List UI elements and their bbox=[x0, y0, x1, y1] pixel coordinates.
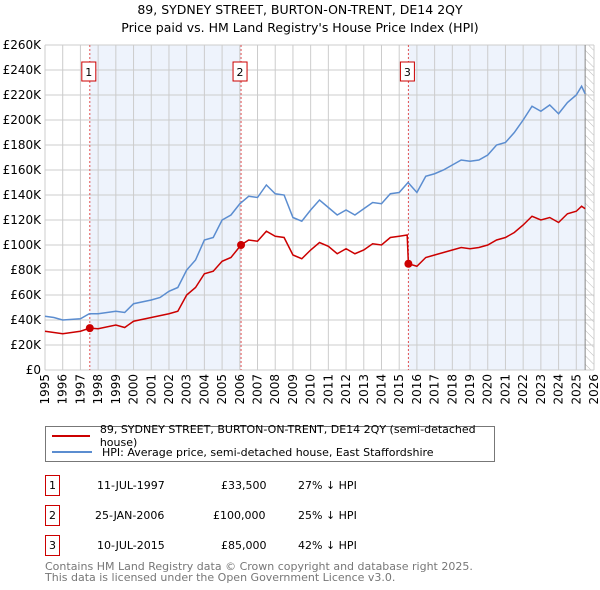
shaded-period bbox=[89, 45, 242, 370]
x-tick-label: 2019 bbox=[463, 374, 477, 405]
sale-hpi-diff: 42% ↓ HPI bbox=[298, 539, 357, 552]
x-tick-label: 1995 bbox=[38, 374, 52, 405]
sale-price: £85,000 bbox=[221, 539, 267, 552]
sale-marker: 3 bbox=[45, 535, 60, 556]
sale-marker: 1 bbox=[45, 475, 60, 496]
x-tick-label: 2020 bbox=[481, 374, 495, 405]
x-tick-label: 1997 bbox=[73, 374, 87, 405]
y-tick-label: £260K bbox=[3, 38, 43, 52]
legend-item-property: 89, SYDNEY STREET, BURTON-ON-TRENT, DE14… bbox=[52, 423, 494, 449]
table-row: 3 10-JUL-2015 £85,000 42% ↓ HPI bbox=[45, 535, 505, 557]
y-tick-label: £160K bbox=[3, 163, 43, 177]
y-tick-label: £80K bbox=[10, 263, 42, 277]
footer-licence: This data is licensed under the Open Gov… bbox=[45, 571, 396, 584]
x-tick-label: 2006 bbox=[233, 374, 247, 405]
x-tick-label: 2012 bbox=[339, 374, 353, 405]
y-tick-label: £120K bbox=[3, 213, 43, 227]
legend-label: 89, SYDNEY STREET, BURTON-ON-TRENT, DE14… bbox=[99, 423, 476, 449]
footer-copyright: Contains HM Land Registry data © Crown c… bbox=[45, 560, 473, 573]
sale-hpi-diff: 25% ↓ HPI bbox=[298, 509, 357, 522]
chart-svg: 1995 1996 1997 1998 1999 2000 2001 2002 2003 2004… bbox=[3, 38, 600, 405]
x-tick-label: 2000 bbox=[127, 374, 141, 405]
sale-label: 1 bbox=[85, 66, 92, 79]
x-tick-label: 2002 bbox=[162, 374, 176, 405]
table-row: 2 25-JAN-2006 £100,000 25% ↓ HPI bbox=[45, 505, 505, 527]
x-tick-label: 2009 bbox=[286, 374, 300, 405]
x-tick-label: 2015 bbox=[392, 374, 406, 405]
x-tick-label: 2023 bbox=[534, 374, 548, 405]
chart-subtitle: Price paid vs. HM Land Registry's House … bbox=[121, 20, 479, 35]
y-tick-label: £20K bbox=[10, 338, 42, 352]
x-tick-label: 2026 bbox=[587, 374, 600, 405]
x-tick-label: 2010 bbox=[304, 374, 318, 405]
y-tick-label: £60K bbox=[10, 288, 42, 302]
x-tick-label: 2008 bbox=[268, 374, 282, 405]
sale-label-box bbox=[81, 61, 97, 82]
y-tick-label: £180K bbox=[3, 138, 43, 152]
x-tick-label: 2007 bbox=[251, 374, 265, 405]
legend: 89, SYDNEY STREET, BURTON-ON-TRENT, DE14… bbox=[45, 423, 495, 462]
y-tick-label: £100K bbox=[3, 238, 43, 252]
sale-label-box bbox=[399, 61, 415, 82]
x-tick-label: 2025 bbox=[569, 374, 583, 405]
legend-line-red bbox=[52, 435, 90, 437]
legend-item-hpi: HPI: Average price, semi-detached house,… bbox=[52, 444, 434, 460]
x-tick-label: 2021 bbox=[498, 374, 512, 405]
sale-label: 3 bbox=[404, 66, 411, 79]
table-row: 1 11-JUL-1997 £33,500 27% ↓ HPI bbox=[45, 475, 505, 497]
x-tick-label: 2016 bbox=[410, 374, 424, 405]
y-tick-label: £0 bbox=[26, 363, 41, 377]
sale-marker: 2 bbox=[45, 505, 60, 526]
x-tick-label: 1998 bbox=[91, 374, 105, 405]
sale-point bbox=[237, 241, 246, 249]
sale-point bbox=[85, 324, 94, 333]
sale-price: £33,500 bbox=[221, 479, 267, 492]
hpi-line bbox=[44, 84, 586, 321]
sale-date: 10-JUL-2015 bbox=[97, 539, 165, 552]
shaded-period bbox=[408, 45, 586, 370]
x-tick-label: 1996 bbox=[56, 374, 70, 405]
sale-date: 11-JUL-1997 bbox=[97, 479, 165, 492]
y-tick-label: £200K bbox=[3, 113, 43, 127]
x-tick-label: 2011 bbox=[321, 374, 335, 405]
sale-date: 25-JAN-2006 bbox=[95, 509, 165, 522]
legend-line-blue bbox=[52, 451, 92, 453]
sale-label-box bbox=[232, 61, 248, 82]
x-tick-label: 2003 bbox=[180, 374, 194, 405]
sale-label: 2 bbox=[237, 66, 244, 79]
x-tick-label: 1999 bbox=[109, 374, 123, 405]
x-tick-label: 2017 bbox=[428, 374, 442, 405]
x-tick-label: 2004 bbox=[197, 374, 211, 405]
forecast-hatch bbox=[585, 45, 594, 370]
x-tick-label: 2005 bbox=[215, 374, 229, 405]
y-tick-label: £240K bbox=[3, 63, 43, 77]
x-tick-label: 2013 bbox=[357, 374, 371, 405]
sale-price: £100,000 bbox=[213, 509, 266, 522]
sale-point bbox=[404, 259, 413, 268]
y-tick-label: £220K bbox=[3, 88, 43, 102]
sale-hpi-diff: 27% ↓ HPI bbox=[298, 479, 357, 492]
price-paid-line bbox=[44, 205, 586, 335]
x-tick-label: 2014 bbox=[374, 374, 388, 405]
x-tick-label: 2001 bbox=[144, 374, 158, 405]
x-tick-label: 2024 bbox=[552, 374, 566, 405]
chart-title: 89, SYDNEY STREET, BURTON-ON-TRENT, DE14… bbox=[137, 2, 463, 17]
x-tick-label: 2018 bbox=[445, 374, 459, 405]
y-tick-label: £40K bbox=[10, 313, 42, 327]
x-tick-label: 2022 bbox=[516, 374, 530, 405]
y-tick-label: £140K bbox=[3, 188, 43, 202]
legend-label: HPI: Average price, semi-detached house,… bbox=[102, 445, 434, 459]
